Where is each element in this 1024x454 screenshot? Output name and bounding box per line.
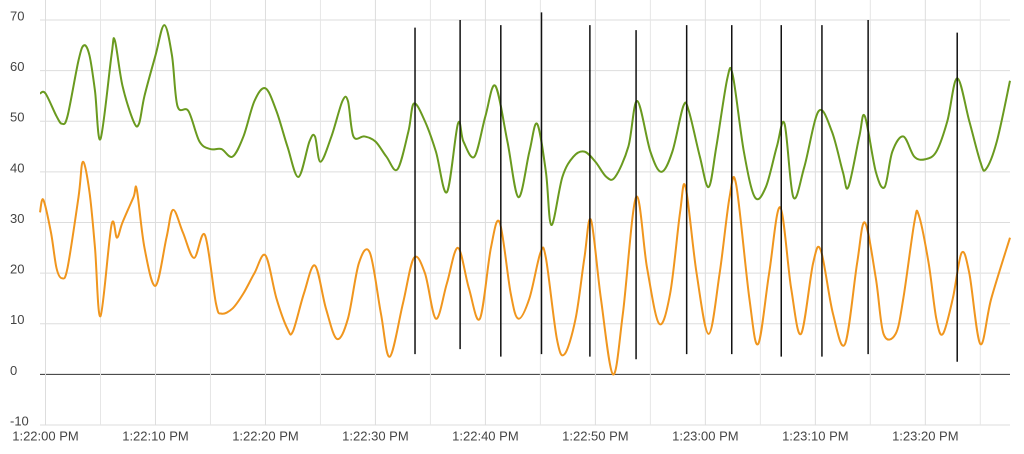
y-tick-label: 30 bbox=[10, 211, 24, 226]
y-tick-label: 0 bbox=[10, 363, 17, 378]
x-tick-label: 1:22:30 PM bbox=[342, 428, 409, 443]
x-tick-label: 1:23:20 PM bbox=[892, 428, 959, 443]
series-line bbox=[39, 24, 1011, 227]
y-tick-label: 40 bbox=[10, 160, 24, 175]
y-tick-label: 70 bbox=[10, 8, 24, 23]
y-tick-label: 10 bbox=[10, 312, 24, 327]
x-tick-label: 1:22:00 PM bbox=[12, 428, 79, 443]
x-tick-label: 1:22:20 PM bbox=[232, 428, 299, 443]
x-tick-label: 1:22:50 PM bbox=[562, 428, 629, 443]
series-line bbox=[39, 160, 1011, 376]
x-tick-label: 1:23:00 PM bbox=[672, 428, 739, 443]
y-tick-label: -10 bbox=[10, 413, 29, 428]
x-tick-label: 1:22:10 PM bbox=[122, 428, 189, 443]
y-tick-label: 50 bbox=[10, 110, 24, 125]
x-tick-label: 1:22:40 PM bbox=[452, 428, 519, 443]
y-tick-label: 60 bbox=[10, 59, 24, 74]
x-tick-label: 1:23:10 PM bbox=[782, 428, 849, 443]
y-tick-label: 20 bbox=[10, 262, 24, 277]
